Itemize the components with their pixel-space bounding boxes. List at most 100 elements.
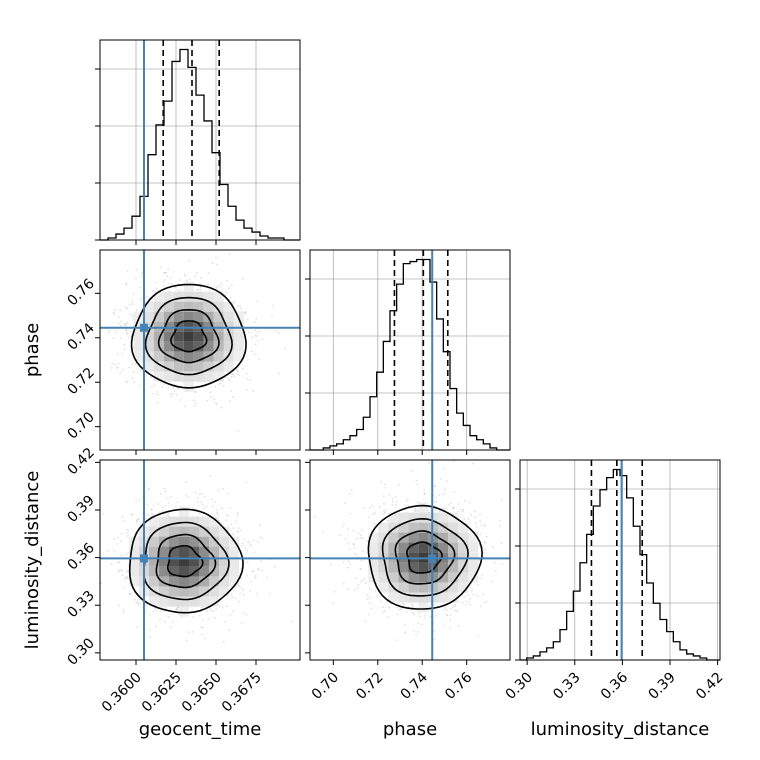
density-cell [418, 532, 429, 543]
panel-frame [99, 249, 301, 451]
density-cell [388, 542, 399, 553]
histogram-step-line [310, 258, 510, 451]
density-cell [129, 556, 139, 567]
density-cell [189, 576, 199, 587]
density-cell [143, 341, 154, 352]
density-cell [129, 576, 139, 587]
density-cell [233, 341, 244, 352]
density-cell [133, 341, 144, 352]
panel-frame [309, 249, 511, 451]
density-contour [130, 283, 247, 389]
density-cell [408, 542, 419, 553]
density-cell [173, 301, 184, 312]
density-cell [408, 512, 419, 523]
density-cell [438, 582, 449, 593]
diagonal-histograms [95, 39, 721, 665]
density-cell [219, 576, 229, 587]
density-cell [398, 512, 409, 523]
y-tick-label: 0.70 [64, 409, 97, 442]
density-cell [199, 526, 209, 537]
density-cell [209, 596, 219, 607]
density-cell [368, 532, 379, 543]
density-cell [223, 351, 234, 362]
density-cell [183, 321, 194, 332]
density-cell [199, 556, 209, 567]
density-cell [163, 301, 174, 312]
density-cell [159, 596, 169, 607]
density-cell [203, 301, 214, 312]
density-cell [193, 291, 204, 302]
density-cell [219, 526, 229, 537]
density-cell [219, 556, 229, 567]
density-cell [438, 522, 449, 533]
density-cell [193, 341, 204, 352]
density-cell [169, 546, 179, 557]
density-cell [159, 566, 169, 577]
density-cell [213, 311, 224, 322]
density-cell [408, 592, 419, 603]
truth-marker [428, 554, 437, 563]
density-cell [189, 526, 199, 537]
x-tick-label: 0.30 [503, 670, 536, 703]
density-cell [203, 341, 214, 352]
density-cell [448, 522, 459, 533]
density-cell [149, 576, 159, 587]
density-cell [199, 576, 209, 587]
density-cell [209, 566, 219, 577]
density-cell [149, 556, 159, 567]
density-cell [179, 506, 189, 517]
density-cell [418, 582, 429, 593]
x-tick-label: 0.76 [442, 669, 475, 702]
density-cell [438, 532, 449, 543]
density-cell [213, 291, 224, 302]
density-cell [183, 331, 194, 342]
density-contour [144, 296, 233, 376]
density-cell [169, 556, 179, 567]
histogram-panel-luminosity_distance [515, 459, 721, 665]
density-cell [213, 371, 224, 382]
histogram-step-line [520, 468, 720, 661]
density-cell [458, 542, 469, 553]
density-cell [149, 516, 159, 527]
density-cell [398, 542, 409, 553]
density-cell [213, 361, 224, 372]
x-tick-label: 0.42 [693, 670, 726, 703]
density-cell [193, 361, 204, 372]
density-cell [388, 522, 399, 533]
density-cell [408, 522, 419, 533]
density-cell [133, 351, 144, 362]
density-cell [209, 576, 219, 587]
density-cell [428, 592, 439, 603]
histogram-step-line [100, 48, 300, 241]
y-tick-label: 0.36 [64, 540, 97, 573]
truth-marker [140, 323, 148, 332]
density-cell [143, 361, 154, 372]
density-cell [143, 331, 154, 342]
density-cell [149, 566, 159, 577]
density-content [310, 460, 510, 660]
density-cell [233, 331, 244, 342]
density-cell [223, 311, 234, 322]
density-cell [153, 291, 164, 302]
y-tick-label: 0.30 [64, 635, 97, 668]
truth-marker [140, 554, 148, 563]
density-cell [219, 536, 229, 547]
density-cell [149, 536, 159, 547]
x-tick-label: 0.39 [645, 670, 678, 703]
density-cell [193, 321, 204, 332]
density-cell [179, 556, 189, 567]
density-cell [398, 572, 409, 583]
density-cell [229, 556, 239, 567]
density-cell [173, 331, 184, 342]
density-cell [229, 576, 239, 587]
density-cell [179, 566, 189, 577]
density-cell [368, 542, 379, 553]
density-cell [159, 546, 169, 557]
density-cell [173, 371, 184, 382]
density-panel-geocent_time-phase [95, 249, 301, 455]
density-cell [189, 586, 199, 597]
density-cell [199, 596, 209, 607]
x-tick-label: 0.33 [550, 670, 583, 703]
density-cell [179, 596, 189, 607]
